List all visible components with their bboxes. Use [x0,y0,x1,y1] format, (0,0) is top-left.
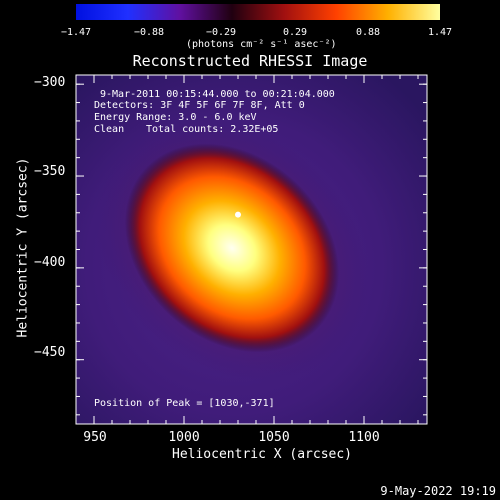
x-tick-label: 1100 [348,430,380,445]
x-tick-label: 1000 [168,430,200,445]
y-axis-label: Heliocentric Y (arcsec) [15,157,31,338]
colorbar-unit-label: (photons cm⁻² s⁻¹ asec⁻²) [186,39,337,50]
total-counts-label: Total counts: 2.32E+05 [146,124,279,135]
x-tick-label: 1050 [258,430,290,445]
chart-title: Reconstructed RHESSI Image [132,52,368,70]
colorbar-tick: −0.29 [205,27,237,38]
method-label: Clean [94,124,125,135]
y-tick-label: −400 [34,255,66,270]
axis-ticks [75,75,427,424]
peak-point [235,211,241,218]
colorbar-gradient [76,4,440,20]
x-axis-label: Heliocentric X (arcsec) [172,447,353,462]
y-tick-label: −450 [34,345,66,360]
x-tick-label: 950 [83,430,107,445]
y-tick-label: −300 [34,75,66,90]
peak-position-label: Position of Peak = [1030,-371] [94,398,275,409]
colorbar-tick: −0.88 [133,27,165,38]
colorbar-tick: 1.47 [427,27,453,38]
emission-source [124,143,340,353]
colorbar-tick: 0.29 [282,27,308,38]
detectors-label: Detectors: 3F 4F 5F 6F 7F 8F, Att 0 [94,100,305,111]
colorbar-tick: −1.47 [60,27,92,38]
y-tick-label: −350 [34,164,66,179]
time-range-label: 9-Mar-2011 00:15:44.000 to 00:21:04.000 [100,89,335,100]
energy-range-label: Energy Range: 3.0 - 6.0 keV [94,112,257,123]
plot-timestamp: 9-May-2022 19:19 [380,484,496,498]
colorbar-tick: 0.88 [355,27,381,38]
